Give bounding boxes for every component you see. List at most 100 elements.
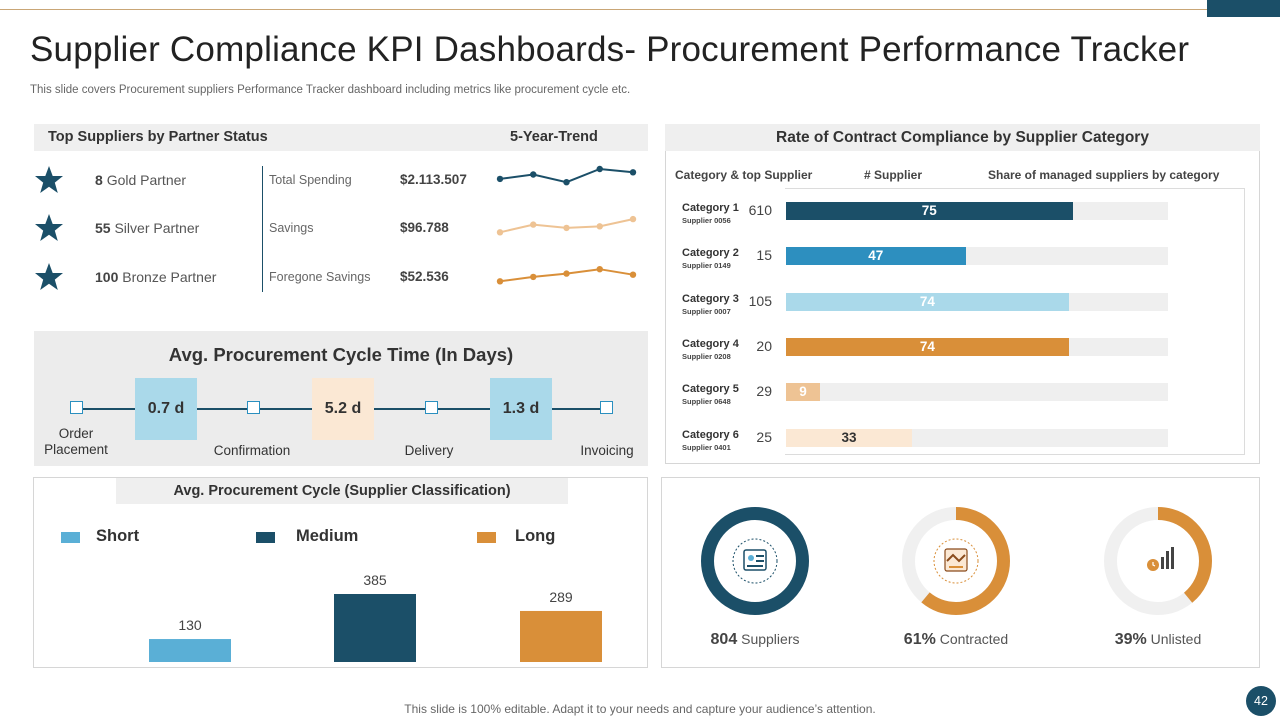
trend-point	[629, 215, 637, 223]
cycle-class-bar	[149, 639, 231, 662]
legend-swatch-short	[61, 532, 80, 543]
trend-title: 5-Year-Trend	[510, 129, 598, 145]
compliance-bar	[786, 292, 1069, 311]
bronze-partner-text: 100 Bronze Partner	[95, 269, 216, 285]
chart-clock-icon	[1147, 547, 1174, 571]
partner-divider	[262, 166, 263, 292]
col-head-category: Category & top Supplier	[675, 168, 813, 182]
donut-value-suppliers: 804	[710, 631, 738, 648]
trend-point	[596, 223, 603, 230]
donut-value-unlisted: 39%	[1114, 631, 1147, 648]
compliance-bar	[786, 383, 821, 402]
compliance-title: Rate of Contract Compliance by Supplier …	[665, 124, 1260, 151]
category-supplier: Supplier 0149	[682, 261, 731, 271]
page-number: 42	[1246, 686, 1276, 716]
bronze-partner-count: 100	[95, 269, 119, 285]
timeline-node	[600, 401, 613, 414]
donut-label-unlisted: Unlisted	[1150, 631, 1202, 647]
bar-track	[786, 383, 1168, 402]
compliance-bar	[786, 202, 1073, 220]
donut-arc	[1104, 507, 1212, 615]
trend-sparkline-savings	[496, 215, 637, 236]
category-name: Category 5	[682, 383, 739, 396]
donut-value-contracted: 61%	[903, 631, 936, 648]
supplier-status-panel	[661, 477, 1260, 668]
col-head-share: Share of managed suppliers by category	[988, 168, 1220, 182]
compliance-bar	[786, 247, 966, 266]
category-name: Category 4	[682, 337, 739, 350]
trend-point	[530, 221, 537, 228]
compliance-bar-value: 75	[921, 203, 937, 218]
cycle-duration-box: 1.3 d	[490, 378, 552, 440]
compliance-bar-value: 47	[868, 248, 884, 264]
cycle-class-value: 385	[363, 572, 387, 588]
cycle-time-title: Avg. Procurement Cycle Time (In Days)	[168, 344, 514, 365]
star-icon	[35, 166, 63, 193]
donut-caption-suppliers: 804 Suppliers	[655, 631, 855, 649]
stage-confirmation: Confirmation	[213, 443, 291, 458]
supplier-count: 25	[756, 428, 772, 445]
page-subtitle: This slide covers Procurement suppliers …	[30, 84, 631, 96]
total-spending-label: Total Spending	[269, 173, 352, 187]
legend-medium: Medium	[296, 527, 359, 545]
trend-point	[496, 175, 504, 183]
donut-arc	[701, 507, 809, 615]
supplier-count: 610	[748, 202, 772, 218]
savings-label: Savings	[269, 221, 314, 235]
star-icon	[35, 214, 63, 241]
partner-status-title: Top Suppliers by Partner Status	[48, 129, 268, 145]
savings-value: $96.788	[400, 220, 449, 235]
donut-caption-contracted: 61% Contracted	[856, 631, 1056, 649]
category-supplier: Supplier 0648	[682, 397, 731, 407]
silver-partner-row: 55 Silver Partner	[34, 213, 264, 243]
legend-short: Short	[96, 527, 140, 545]
trend-point	[563, 179, 570, 186]
trend-point	[629, 271, 637, 278]
compliance-bar	[786, 428, 913, 447]
donut-label-suppliers: Suppliers	[741, 631, 800, 647]
cycle-class-bar	[520, 610, 602, 662]
corner-accent	[1207, 0, 1280, 17]
donut-caption-unlisted: 39% Unlisted	[1058, 631, 1258, 649]
trend-sparkline-foregone	[496, 266, 637, 285]
footer-note: This slide is 100% editable. Adapt it to…	[404, 702, 876, 716]
category-supplier: Supplier 0208	[682, 351, 731, 361]
foregone-savings-label: Foregone Savings	[269, 270, 371, 284]
category-supplier: Supplier 0401	[682, 442, 731, 452]
cycle-duration-box: 0.7 d	[135, 378, 197, 440]
star-icon	[35, 263, 63, 290]
trend-point	[530, 273, 537, 281]
compliance-bar	[786, 337, 1069, 356]
gold-partner-label: Gold Partner	[106, 172, 187, 188]
legend-long: Long	[515, 527, 556, 545]
timeline-node	[247, 401, 260, 414]
donut-arc	[902, 507, 1010, 615]
partner-status-header: Top Suppliers by Partner Status 5-Year-T…	[34, 124, 648, 151]
trend-point	[596, 266, 603, 273]
supplier-count: 29	[756, 383, 772, 400]
trend-point	[629, 169, 637, 176]
cycle-class-value: 289	[549, 589, 573, 605]
category-name: Category 1	[682, 202, 739, 214]
supplier-donuts	[701, 507, 1212, 615]
silver-partner-text: 55 Silver Partner	[95, 220, 199, 236]
compliance-bar-value: 9	[799, 384, 807, 400]
cycle-class-value: 130	[178, 617, 202, 633]
trend-point	[530, 171, 537, 178]
trend-point	[496, 278, 504, 285]
supplier-count: 20	[756, 337, 772, 354]
silver-partner-count: 55	[95, 220, 111, 236]
supplier-count: 15	[756, 247, 772, 264]
timeline-node	[425, 401, 438, 414]
gold-partner-count: 8	[95, 172, 103, 188]
silver-partner-label: Silver Partner	[114, 220, 200, 236]
stage-order-placement: Order Placement	[44, 426, 108, 457]
legend-swatch-medium	[256, 532, 275, 543]
gold-partner-row: 8 Gold Partner	[34, 165, 264, 195]
total-spending-value: $2.113.507	[400, 172, 467, 187]
stage-delivery: Delivery	[404, 443, 454, 458]
compliance-bar-value: 74	[919, 338, 935, 354]
category-name: Category 6	[682, 428, 739, 441]
foregone-savings-value: $52.536	[400, 269, 449, 284]
timeline-node	[70, 401, 83, 414]
